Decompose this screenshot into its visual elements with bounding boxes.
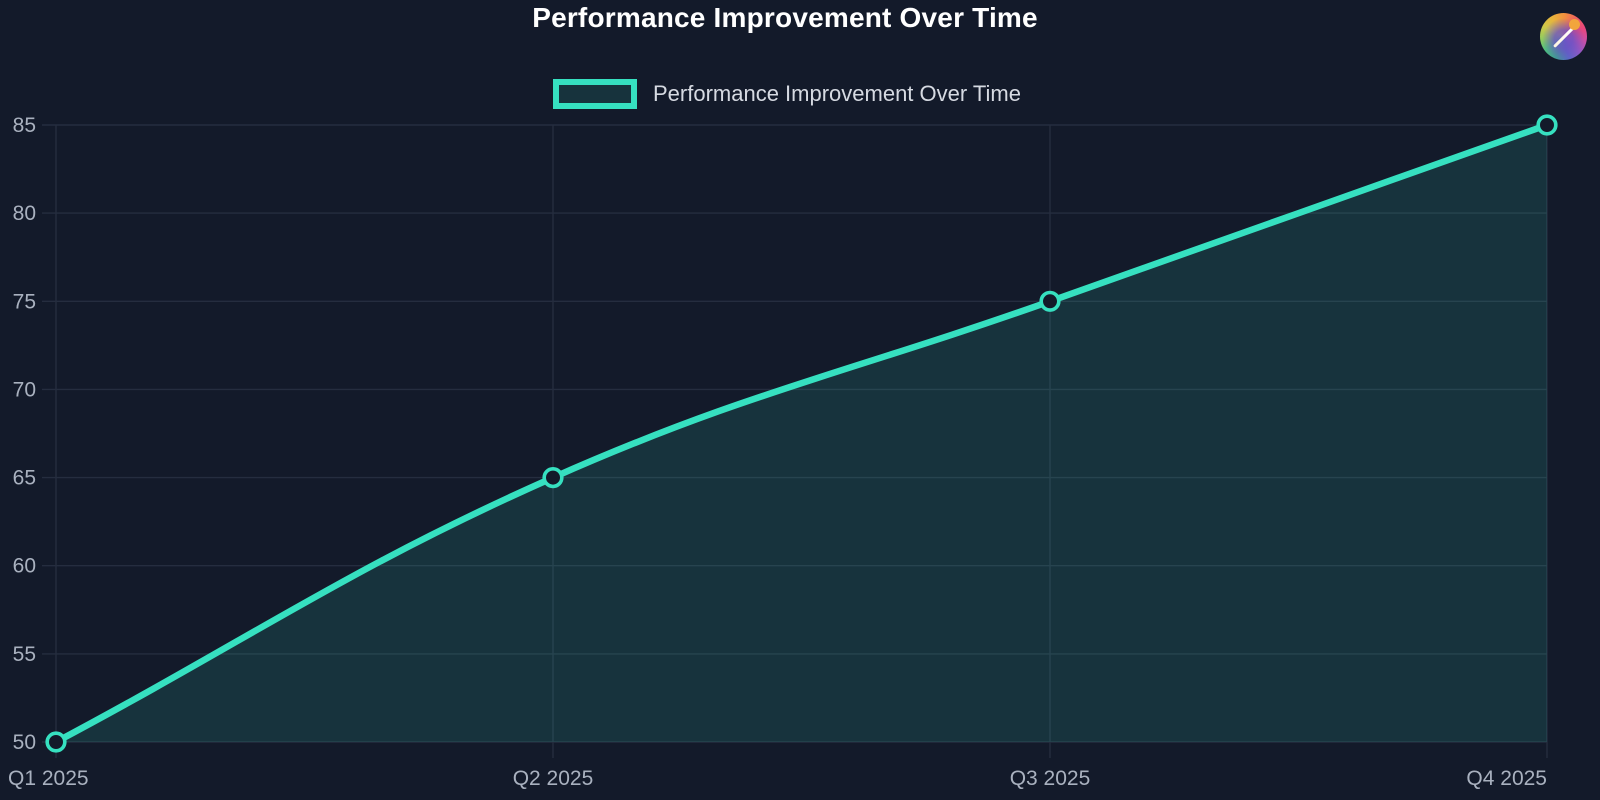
- needle-tip-dot: [1569, 19, 1580, 30]
- legend-item[interactable]: Performance Improvement Over Time: [552, 79, 1021, 109]
- data-point[interactable]: [542, 467, 564, 489]
- data-point[interactable]: [1039, 290, 1061, 312]
- data-point[interactable]: [45, 731, 67, 753]
- legend-swatch-icon: [552, 79, 637, 109]
- y-tick-label: 60: [13, 555, 36, 578]
- y-tick-label: 55: [13, 643, 36, 666]
- x-tick-label: Q3 2025: [1010, 767, 1091, 790]
- y-tick-label: 75: [13, 290, 36, 313]
- x-tick-label: Q4 2025: [1466, 767, 1547, 790]
- x-tick-label: Q2 2025: [513, 767, 594, 790]
- y-tick-label: 85: [13, 114, 36, 137]
- chart-title: Performance Improvement Over Time: [532, 2, 1038, 33]
- legend: Performance Improvement Over Time: [0, 79, 1574, 109]
- y-tick-label: 65: [13, 467, 36, 490]
- series-line: [52, 121, 1551, 746]
- x-tick-label: Q1 2025: [8, 767, 89, 790]
- data-point[interactable]: [1536, 114, 1558, 136]
- legend-label: Performance Improvement Over Time: [652, 81, 1021, 106]
- y-tick-label: 80: [13, 202, 36, 225]
- area-fill: [56, 125, 1547, 742]
- app-logo-icon[interactable]: [1540, 13, 1587, 60]
- y-tick-label: 50: [13, 731, 36, 754]
- y-tick-label: 70: [13, 378, 36, 401]
